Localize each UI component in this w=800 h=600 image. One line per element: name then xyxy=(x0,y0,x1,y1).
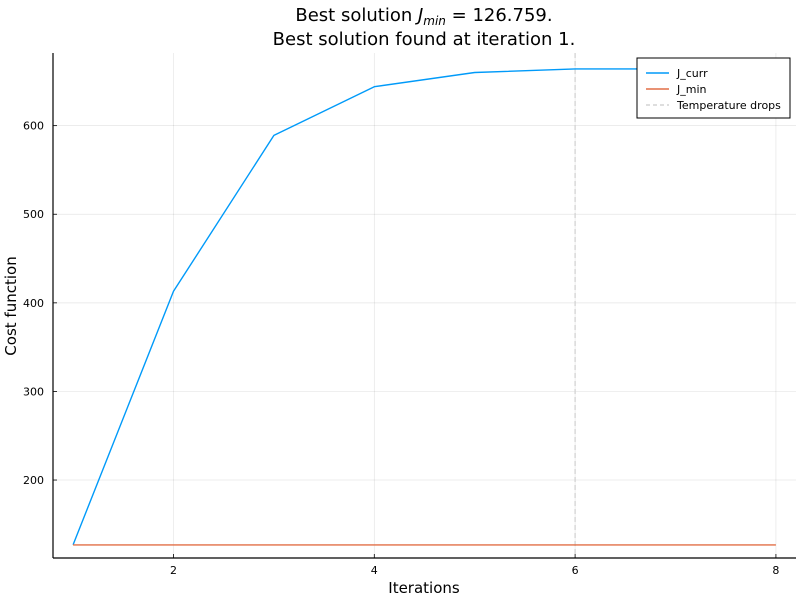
tick-labels: 2 4 6 8 200 300 400 500 600 xyxy=(23,120,779,577)
series xyxy=(72,68,776,546)
chart-subtitle: Best solution found at iteration 1. xyxy=(273,29,576,50)
chart-title-math-sub: min xyxy=(423,14,446,28)
legend-label: J_min xyxy=(676,83,707,96)
x-tick-label: 6 xyxy=(572,564,579,577)
series-line-j-curr xyxy=(72,68,676,545)
y-tick-label: 300 xyxy=(23,385,44,398)
chart-title: Best solution Jmin = 126.759. xyxy=(295,5,552,28)
x-axis-label: Iterations xyxy=(388,579,460,597)
chart-title-suffix: = 126.759. xyxy=(446,5,553,26)
x-tick-label: 2 xyxy=(170,564,177,577)
y-axis-label: Cost function xyxy=(2,256,20,355)
chart-title-math-base: J xyxy=(415,5,423,26)
y-tick-label: 400 xyxy=(23,297,44,310)
y-tick-label: 600 xyxy=(23,120,44,133)
legend-label: Temperature drops xyxy=(676,99,781,112)
legend-label: J_curr xyxy=(676,67,708,80)
y-tick-label: 500 xyxy=(23,208,44,221)
axes xyxy=(52,53,796,559)
x-tick-label: 8 xyxy=(772,564,779,577)
x-tick-label: 4 xyxy=(371,564,378,577)
legend: J_curr J_min Temperature drops xyxy=(636,57,791,119)
legend-box xyxy=(636,57,791,119)
grid xyxy=(53,53,796,558)
y-tick-label: 200 xyxy=(23,474,44,487)
chart-title-prefix: Best solution xyxy=(295,5,418,26)
